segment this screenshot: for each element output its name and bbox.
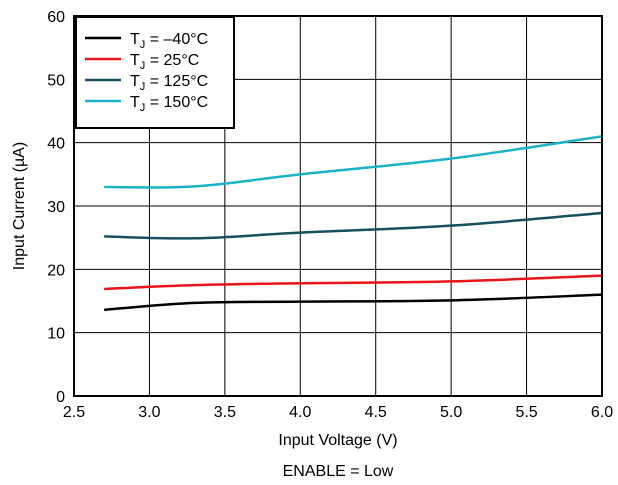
y-tick-label: 20 [47, 262, 65, 279]
y-tick-label: 0 [56, 389, 65, 406]
legend-entry-subscript: J [140, 102, 146, 114]
legend-entry: TJ = –40°C [130, 31, 208, 51]
series-lines [104, 135, 603, 312]
grid [73, 15, 603, 397]
x-tick-label: 4.0 [289, 404, 311, 421]
legend-entry-label: = 150°C [145, 94, 208, 111]
legend-entry-symbol: T [130, 31, 140, 48]
legend-entry-symbol: T [130, 94, 140, 111]
legend-entry-subscript: J [140, 39, 146, 51]
legend-entry-label: = 25°C [145, 52, 199, 69]
plot-frame [73, 15, 603, 397]
y-tick-label: 40 [47, 136, 65, 153]
x-tick-label: 3.0 [138, 404, 160, 421]
legend-entry: TJ = 125°C [130, 73, 208, 93]
y-tick-label: 10 [47, 326, 65, 343]
legend-box [75, 16, 235, 129]
legend-entry-subscript: J [140, 60, 146, 72]
legend-entry-label: = 125°C [145, 73, 208, 90]
legend-entry-subscript: J [140, 81, 146, 93]
series-line-3 [104, 135, 603, 189]
x-axis-title: Input Voltage (V) [278, 432, 397, 449]
series-line-1 [104, 274, 603, 291]
x-tick-label: 5.5 [515, 404, 537, 421]
legend-entry-label: = –40°C [145, 31, 208, 48]
legend-entry: TJ = 150°C [130, 94, 208, 114]
x-tick-label: 3.5 [214, 404, 236, 421]
legend-entry-symbol: T [130, 52, 140, 69]
x-tick-label: 4.5 [365, 404, 387, 421]
chart-caption: ENABLE = Low [283, 463, 394, 480]
legend-entry: TJ = 25°C [130, 52, 199, 72]
x-tick-label: 2.5 [63, 404, 85, 421]
x-tick-label: 5.0 [440, 404, 462, 421]
legend: TJ = –40°CTJ = 25°CTJ = 125°CTJ = 150°C [75, 16, 235, 129]
legend-entry-symbol: T [130, 73, 140, 90]
y-tick-label: 60 [47, 9, 65, 26]
x-tick-label: 6.0 [591, 404, 613, 421]
y-tick-label: 50 [47, 72, 65, 89]
y-tick-labels: 0 10 20 30 40 50 60 [47, 9, 65, 406]
y-tick-label: 30 [47, 199, 65, 216]
y-axis-title: Input Current (µA) [11, 142, 28, 270]
series-line-2 [104, 211, 603, 240]
x-tick-labels: 2.5 3.0 3.5 4.0 4.5 5.0 5.5 6.0 [63, 404, 613, 421]
series-line-0 [104, 293, 603, 312]
